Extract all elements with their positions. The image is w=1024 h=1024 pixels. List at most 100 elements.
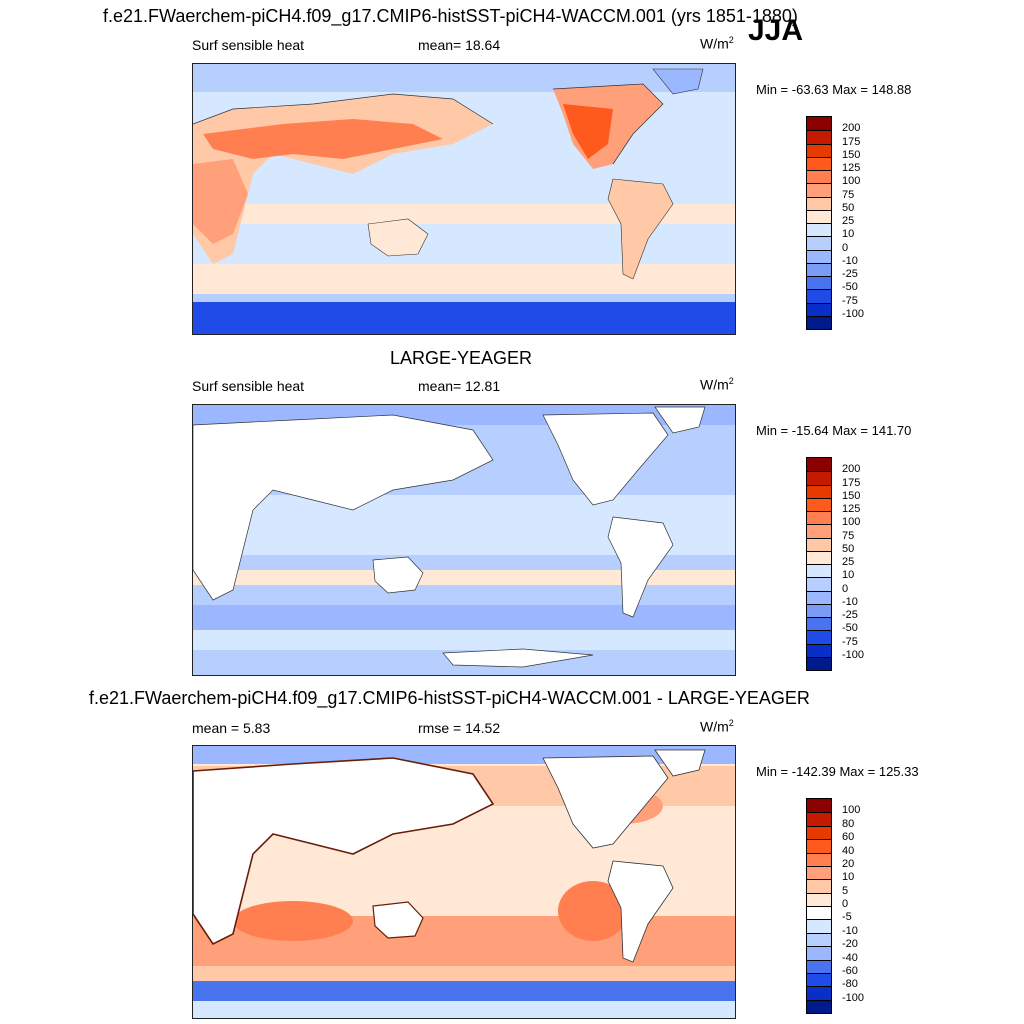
colorbar-swatch bbox=[807, 130, 831, 144]
panel-3-map bbox=[192, 745, 736, 1019]
colorbar-swatch bbox=[807, 972, 831, 987]
colorbar-tick-label: -25 bbox=[842, 268, 858, 280]
panel-1-minmax: Min = -63.63 Max = 148.88 bbox=[756, 82, 912, 97]
colorbar-swatch bbox=[807, 524, 831, 538]
colorbar-swatch bbox=[807, 932, 831, 947]
colorbar-swatch bbox=[807, 852, 831, 866]
colorbar-tick-label: -10 bbox=[842, 254, 858, 267]
colorbar-swatch bbox=[807, 919, 831, 933]
colorbar-swatch bbox=[807, 812, 831, 826]
colorbar-tick-label: -75 bbox=[842, 635, 858, 648]
panel-3-units: W/m2 bbox=[700, 718, 734, 735]
colorbar-tick-label: 0 bbox=[842, 582, 849, 595]
colorbar-swatch bbox=[807, 484, 831, 498]
panel-3-minmax: Min = -142.39 Max = 125.33 bbox=[756, 764, 919, 779]
colorbar-tick-label: -100 bbox=[842, 307, 865, 320]
colorbar-tick-label: 125 bbox=[842, 503, 861, 515]
colorbar-swatch bbox=[807, 617, 831, 631]
colorbar-swatch bbox=[807, 906, 831, 920]
colorbar-tick-label: 20 bbox=[842, 857, 855, 870]
colorbar-swatch bbox=[807, 577, 831, 591]
panel-2-colorbar bbox=[806, 457, 832, 671]
colorbar-swatch bbox=[807, 590, 831, 604]
colorbar-tick-label: 10 bbox=[842, 569, 855, 582]
colorbar-tick-label: -80 bbox=[842, 978, 858, 991]
colorbar-tick-label: 150 bbox=[842, 489, 861, 502]
colorbar-tick-label: 100 bbox=[842, 516, 861, 529]
colorbar-tick-label: 150 bbox=[842, 148, 861, 161]
panel-2-units: W/m2 bbox=[700, 376, 734, 393]
colorbar-swatch bbox=[807, 959, 831, 973]
colorbar-swatch bbox=[807, 143, 831, 157]
colorbar-tick-label: 10 bbox=[842, 871, 855, 884]
colorbar-tick-label: 200 bbox=[842, 463, 861, 476]
colorbar-tick-label: 0 bbox=[842, 898, 849, 910]
colorbar-swatch bbox=[807, 799, 831, 813]
colorbar-tick-label: 50 bbox=[842, 201, 855, 214]
colorbar-swatch bbox=[807, 825, 831, 840]
colorbar-swatch bbox=[807, 458, 831, 472]
panel-2-map bbox=[192, 404, 736, 676]
colorbar-tick-label: 175 bbox=[842, 476, 861, 489]
colorbar-tick-label: 10 bbox=[842, 228, 855, 241]
panel-2-mean-label: mean= 12.81 bbox=[418, 378, 501, 394]
colorbar-swatch bbox=[807, 892, 831, 906]
colorbar-tick-label: -60 bbox=[842, 964, 858, 977]
colorbar-tick-label: 25 bbox=[842, 215, 855, 227]
panel-2-variable-label: Surf sensible heat bbox=[192, 378, 305, 394]
colorbar-swatch bbox=[807, 249, 831, 263]
colorbar-swatch bbox=[807, 236, 831, 250]
colorbar-swatch bbox=[807, 511, 831, 525]
panel-1-units: W/m2 bbox=[700, 35, 734, 52]
colorbar-swatch bbox=[807, 630, 831, 644]
colorbar-swatch bbox=[807, 302, 831, 316]
colorbar-swatch bbox=[807, 564, 831, 578]
colorbar-swatch bbox=[807, 537, 831, 551]
colorbar-swatch bbox=[807, 209, 831, 223]
colorbar-tick-label: 50 bbox=[842, 542, 855, 555]
colorbar-swatch bbox=[807, 986, 831, 1000]
colorbar-swatch bbox=[807, 550, 831, 564]
colorbar-tick-label: 100 bbox=[842, 804, 861, 817]
panel-3-title: f.e21.FWaerchem-piCH4.f09_g17.CMIP6-hist… bbox=[89, 688, 810, 708]
season-label: JJA bbox=[748, 14, 804, 47]
panel-3-rmse-label: rmse = 14.52 bbox=[418, 720, 501, 736]
panel-3-mean-label: mean = 5.83 bbox=[192, 720, 271, 736]
colorbar-swatch bbox=[807, 183, 831, 197]
colorbar-swatch bbox=[807, 946, 831, 960]
colorbar-swatch bbox=[807, 879, 831, 893]
colorbar-tick-label: -100 bbox=[842, 648, 865, 661]
colorbar-tick-label: 0 bbox=[842, 241, 849, 254]
colorbar-swatch bbox=[807, 196, 831, 210]
colorbar-tick-label: 125 bbox=[842, 162, 861, 174]
colorbar-tick-label: 200 bbox=[842, 122, 861, 135]
colorbar-swatch bbox=[807, 603, 831, 617]
colorbar-tick-label: -40 bbox=[842, 951, 858, 964]
colorbar-tick-label: 60 bbox=[842, 831, 855, 844]
colorbar-tick-label: -50 bbox=[842, 281, 858, 294]
colorbar-swatch bbox=[807, 315, 831, 329]
colorbar-tick-label: -25 bbox=[842, 609, 858, 621]
colorbar-tick-label: 5 bbox=[842, 884, 849, 897]
panel-1-map bbox=[192, 63, 736, 335]
panel-2-title: LARGE-YEAGER bbox=[390, 348, 533, 368]
colorbar-tick-label: -20 bbox=[842, 938, 858, 951]
colorbar-tick-label: 75 bbox=[842, 529, 855, 542]
colorbar-swatch bbox=[807, 839, 831, 853]
panel-1-mean-label: mean= 18.64 bbox=[418, 37, 501, 53]
colorbar-swatch bbox=[807, 999, 831, 1013]
colorbar-swatch bbox=[807, 223, 831, 237]
colorbar-swatch bbox=[807, 170, 831, 184]
colorbar-swatch bbox=[807, 497, 831, 511]
colorbar-tick-label: -75 bbox=[842, 294, 858, 307]
panel-1-title: f.e21.FWaerchem-piCH4.f09_g17.CMIP6-hist… bbox=[103, 6, 798, 26]
colorbar-tick-label: 175 bbox=[842, 135, 861, 148]
colorbar-tick-label: 25 bbox=[842, 556, 855, 568]
panel-2-minmax: Min = -15.64 Max = 141.70 bbox=[756, 423, 912, 438]
colorbar-swatch bbox=[807, 117, 831, 131]
colorbar-tick-label: -50 bbox=[842, 622, 858, 635]
colorbar-swatch bbox=[807, 643, 831, 657]
colorbar-swatch bbox=[807, 656, 831, 670]
colorbar-tick-label: -10 bbox=[842, 595, 858, 608]
colorbar-tick-label: 100 bbox=[842, 175, 861, 188]
